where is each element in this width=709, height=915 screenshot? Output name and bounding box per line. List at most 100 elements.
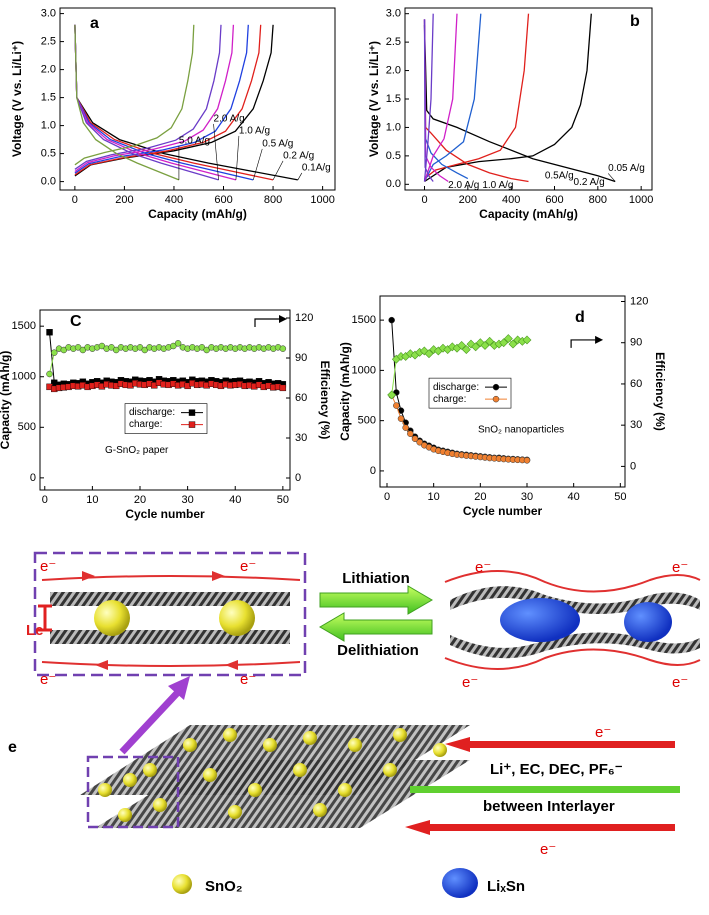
y-tick-label: 2.0 (41, 64, 56, 76)
curve-label: 2.0 A/g (214, 114, 245, 125)
electron-arrow (420, 824, 675, 831)
electron-label: e⁻ (462, 674, 478, 691)
legend-label: SnO₂ (205, 878, 243, 895)
arrowhead (168, 676, 190, 700)
graphene-sheet (50, 592, 290, 606)
marker (508, 339, 518, 349)
zoom-arrow (119, 687, 183, 755)
axis-arrow-head (279, 315, 287, 323)
electron-path (444, 570, 701, 593)
annotation: SnO₂ nanoparticles (478, 424, 564, 435)
x-tick-label: 30 (521, 491, 533, 503)
y2-tick-label: 90 (295, 352, 307, 364)
y-axis-label: Capacity (mAh/g) (0, 351, 12, 450)
y-tick-label: 1000 (352, 364, 376, 376)
electron-label: e⁻ (595, 724, 611, 741)
y-tick-label: 1.5 (41, 92, 56, 104)
legend-box (428, 377, 512, 409)
curve-label: 1.0 A/g (239, 126, 270, 137)
lithiation-label: Lithiation (342, 570, 410, 587)
zoom-box (86, 755, 180, 829)
marker (397, 415, 405, 422)
graphene-layer (95, 760, 470, 828)
y-tick-label: 1.0 (41, 120, 56, 132)
x-tick-label: 0 (42, 494, 48, 506)
leader-line (272, 160, 284, 181)
delithiation-arrow (319, 612, 433, 642)
y-tick-label: 1.5 (386, 93, 401, 105)
leader-line (607, 173, 616, 182)
electron-path (41, 661, 301, 667)
y-tick-label: 500 (358, 415, 376, 427)
schematic-top: Le e⁻ e⁻ e⁻ e⁻ Lithiation Delithiation e… (26, 551, 701, 691)
legend-label: charge: (433, 394, 466, 405)
electron-label: e⁻ (672, 674, 688, 691)
schematic-bottom: e e⁻ e⁻ Li⁺, EC, DEC, PF₆⁻ between Inter… (8, 676, 680, 898)
leader-line (252, 148, 263, 181)
x-tick-label: 200 (459, 194, 477, 206)
y-tick-label: 1.0 (386, 121, 401, 133)
electron-label: e⁻ (240, 671, 256, 688)
x-tick-label: 0 (384, 491, 390, 503)
x-tick-label: 10 (428, 491, 440, 503)
marker (407, 430, 414, 437)
panel-label: d (575, 309, 585, 326)
marker (480, 341, 490, 350)
marker (279, 345, 287, 352)
lixsn-particle (624, 602, 672, 642)
y-tick-label: 0.5 (41, 148, 56, 160)
plot-frame (39, 309, 291, 491)
electron-label: e⁻ (40, 558, 56, 575)
y-tick-label: 3.0 (41, 8, 56, 20)
marker (46, 329, 53, 336)
electron-path (444, 648, 701, 670)
y-tick-label: 2.0 (386, 64, 401, 76)
curve-label: 0.5 A/g (262, 139, 293, 150)
interlayer-label: between Interlayer (483, 798, 615, 815)
y-axis-label: Voltage (V vs. Li/Li⁺) (367, 41, 381, 157)
panel-label: e (8, 739, 17, 756)
leader-line (213, 123, 219, 180)
sno2-particle (219, 600, 255, 636)
arrowhead (445, 737, 470, 752)
y2-tick-label: 30 (630, 419, 642, 431)
x-tick-label: 50 (614, 491, 626, 503)
x-axis-label: Cycle number (463, 504, 543, 518)
marker (416, 439, 423, 446)
x-axis-label: Capacity (mAh/g) (148, 207, 247, 221)
y2-axis-label: Efficiency (%) (653, 352, 667, 431)
x-tick-label: 800 (589, 194, 607, 206)
series-line (423, 13, 434, 182)
y2-tick-label: 60 (630, 378, 642, 390)
x-tick-label: 40 (568, 491, 580, 503)
marker (457, 341, 467, 350)
axis-arrow-head (595, 335, 604, 344)
marker (499, 338, 509, 348)
y-tick-label: 1500 (352, 314, 376, 326)
x-tick-label: 800 (264, 194, 282, 206)
x-tick-label: 400 (502, 194, 520, 206)
marker (424, 349, 434, 359)
series-line (74, 24, 195, 181)
electron-path (41, 575, 301, 581)
x-tick-label: 0 (421, 194, 427, 206)
y2-tick-label: 120 (295, 312, 313, 324)
x-tick-label: 600 (545, 194, 563, 206)
curve-label: 0.2 A/g (574, 177, 605, 188)
lixsn-particle (500, 598, 580, 642)
x-tick-label: 20 (134, 494, 146, 506)
legend-marker (492, 395, 500, 403)
y-axis-label: Capacity (mAh/g) (338, 342, 352, 441)
annotation: G-SnO₂ paper (105, 445, 169, 456)
panel-label: b (630, 13, 640, 30)
y2-tick-label: 30 (295, 432, 307, 444)
electron-label: e⁻ (475, 559, 491, 576)
delithiation-label: Delithiation (337, 642, 419, 659)
curve-label: 2.0 A/g (448, 180, 479, 191)
curve-label: 0.1A/g (302, 163, 331, 174)
y-tick-label: 0.0 (41, 176, 56, 188)
y-axis-label: Voltage (V vs. Li/Li⁺) (10, 41, 24, 157)
y2-axis-label: Efficiency (%) (318, 361, 332, 440)
lithiation-arrow (319, 585, 433, 615)
